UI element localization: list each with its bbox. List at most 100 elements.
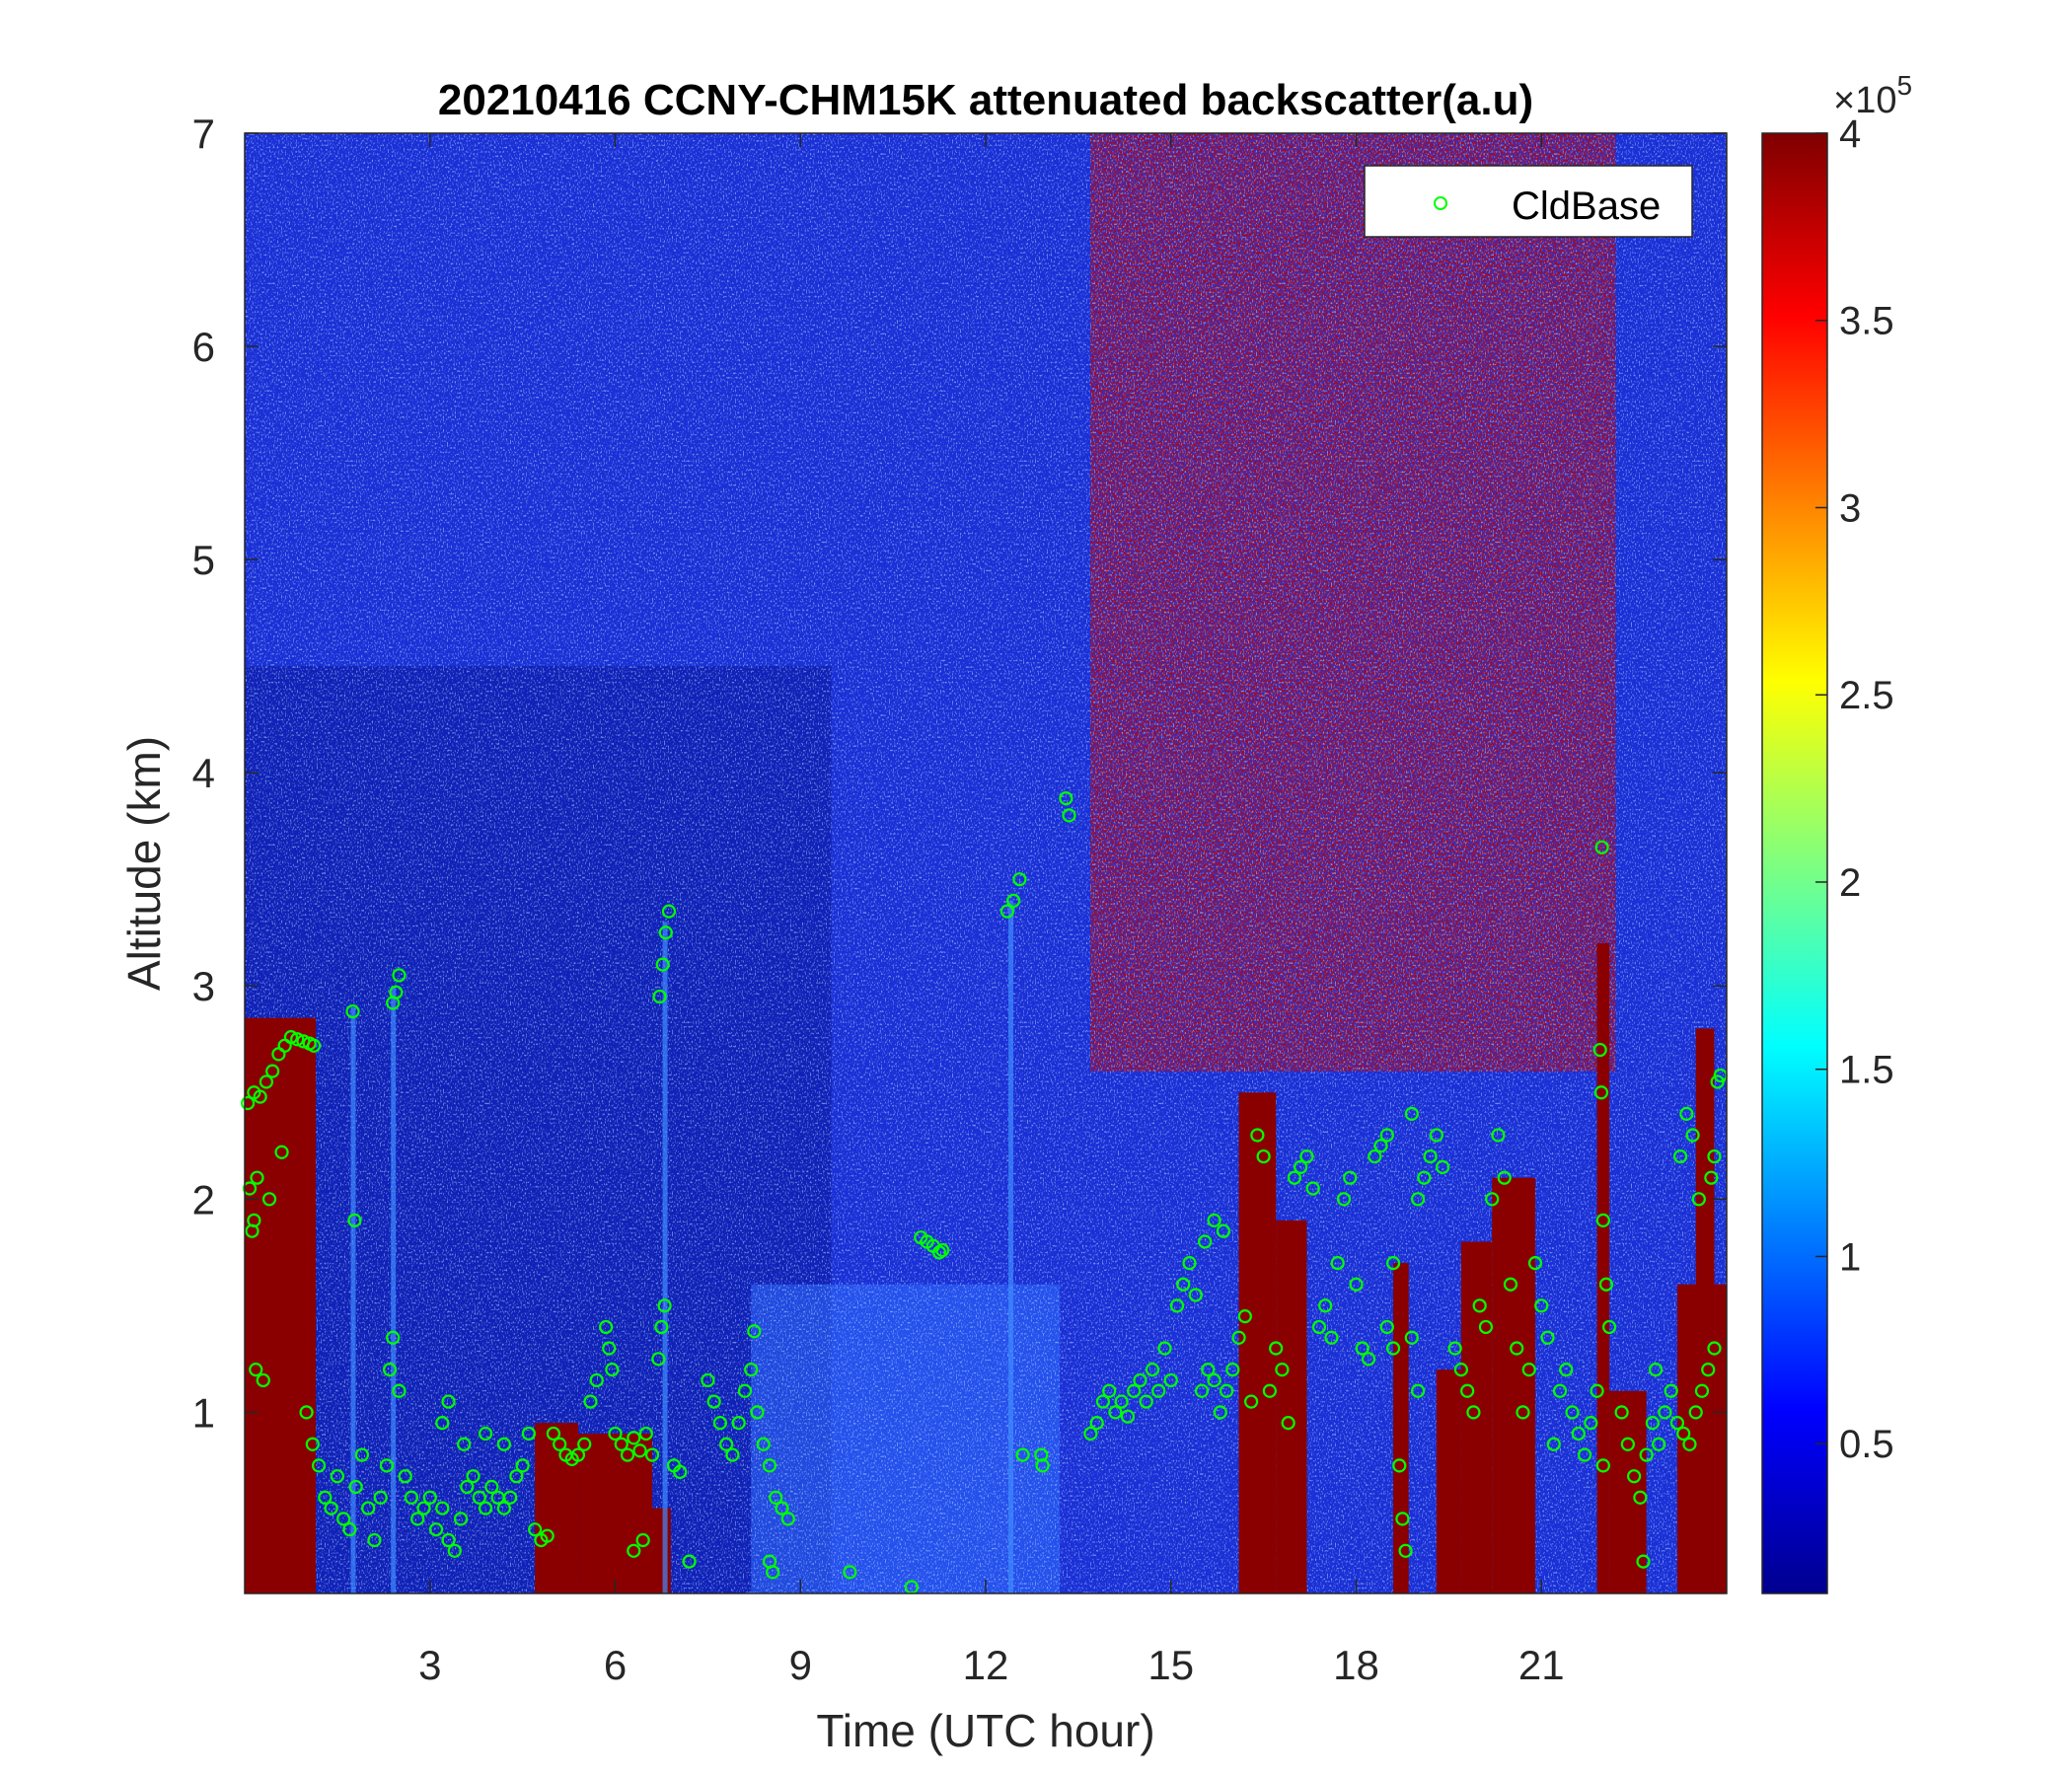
colorbar-ticks: 0.5 1 1.5 2 2.5 3 3.5 4 <box>1815 112 1894 1466</box>
x-tick-label: 12 <box>963 1642 1009 1688</box>
cldbase-point <box>261 1192 277 1207</box>
cldbase-point <box>1404 1106 1419 1121</box>
cldbase-point <box>1281 1416 1295 1431</box>
cldbase-point <box>1163 1372 1178 1388</box>
cldbase-point <box>1182 1256 1197 1271</box>
colorbar-tick-label: 4 <box>1839 112 1861 156</box>
cldbase-point <box>1379 1319 1394 1335</box>
cldbase-point <box>1269 1341 1284 1356</box>
cldbase-point <box>1590 1383 1604 1398</box>
cldbase-point <box>1169 1298 1185 1313</box>
cldbase-point <box>478 1501 493 1516</box>
cldbase-point <box>422 1490 437 1505</box>
cldbase-point <box>496 1501 511 1516</box>
colorbar-tick-label: 0.5 <box>1839 1423 1894 1466</box>
cldbase-point <box>1601 1319 1617 1335</box>
cldbase-point <box>614 1437 629 1451</box>
cldbase-point <box>762 1458 777 1473</box>
heatmap-saturated-block <box>1436 1369 1461 1593</box>
cldbase-point <box>1083 1426 1098 1442</box>
cldbase-point <box>1336 1192 1352 1207</box>
y-tick-label: 3 <box>192 963 215 1009</box>
cldbase-point <box>1151 1383 1166 1398</box>
cldbase-point <box>1453 1363 1468 1377</box>
cldbase-point <box>935 1243 950 1258</box>
cldbase-point <box>1114 1394 1129 1409</box>
legend-marker-icon <box>1434 196 1447 210</box>
cldbase-point <box>1385 1341 1401 1356</box>
colorbar-tick-label: 2.5 <box>1839 674 1894 717</box>
cldbase-point <box>599 1319 614 1335</box>
y-tick-label: 5 <box>192 537 215 583</box>
cldbase-point <box>1648 1363 1664 1377</box>
cldbase-point <box>460 1479 475 1495</box>
cldbase-point <box>627 1431 641 1445</box>
cldbase-point <box>503 1490 518 1505</box>
cldbase-point <box>1436 1159 1450 1174</box>
x-axis-label: Time (UTC hour) <box>816 1705 1154 1756</box>
cldbase-point <box>324 1501 338 1516</box>
heatmap-saturated-block <box>1276 1220 1307 1593</box>
cldbase-point <box>386 1330 401 1345</box>
cldbase-point <box>750 1405 765 1420</box>
colorbar-exponent: ×105 <box>1833 70 1912 121</box>
cldbase-point <box>719 1437 734 1451</box>
cldbase-point <box>404 1490 419 1505</box>
cldbase-point <box>265 1064 280 1078</box>
cldbase-point <box>1664 1383 1678 1398</box>
cldbase-point <box>1089 1416 1104 1431</box>
cldbase-point <box>1188 1288 1203 1302</box>
cldbase-point <box>528 1522 543 1537</box>
cldbase-point <box>712 1416 727 1431</box>
cldbase-point <box>747 1324 762 1339</box>
cldbase-point <box>1343 1170 1358 1185</box>
cldbase-point <box>608 1426 623 1442</box>
cldbase-point <box>249 1363 263 1377</box>
colorbar-tick-label: 3.5 <box>1839 300 1894 343</box>
cldbase-point <box>570 1447 586 1462</box>
cldbase-point <box>1672 1148 1688 1164</box>
cldbase-point <box>1330 1256 1345 1271</box>
cldbase-point <box>472 1490 486 1505</box>
cldbase-point <box>478 1426 493 1442</box>
cldbase-point <box>1460 1383 1475 1398</box>
cldbase-point <box>1491 1128 1506 1143</box>
cldbase-point <box>1237 1309 1252 1324</box>
cldbase-point <box>398 1469 412 1484</box>
heatmap-saturated-block <box>1596 943 1610 1593</box>
cldbase-point <box>1682 1437 1697 1451</box>
cldbase-point <box>540 1528 555 1543</box>
x-tick-label: 9 <box>789 1642 812 1688</box>
x-tick-label: 6 <box>604 1642 627 1688</box>
cldbase-point <box>737 1383 753 1398</box>
cldbase-point <box>589 1372 604 1388</box>
cldbase-point <box>1595 1213 1610 1227</box>
cldbase-point <box>1006 893 1021 908</box>
cldbase-point <box>457 1437 472 1451</box>
cldbase-point <box>605 1363 620 1377</box>
y-tick-label: 7 <box>192 111 215 157</box>
cldbase-point <box>1598 1277 1614 1292</box>
cldbase-point <box>1614 1405 1629 1420</box>
cldbase-point <box>1595 1458 1610 1473</box>
x-tick-label: 15 <box>1147 1642 1194 1688</box>
cldbase-point <box>1410 1383 1426 1398</box>
cldbase-point <box>1676 1426 1691 1442</box>
x-tick-label: 3 <box>418 1642 441 1688</box>
heatmap-saturated-block <box>1393 1263 1409 1593</box>
cldbase-point <box>290 1032 305 1047</box>
cldbase-point <box>1620 1437 1635 1451</box>
cldbase-point <box>1219 1383 1234 1398</box>
cldbase-point <box>389 985 404 999</box>
cldbase-point <box>416 1501 431 1516</box>
cldbase-point <box>1294 1159 1308 1174</box>
cldbase-point <box>441 1532 456 1548</box>
cldbase-point <box>496 1437 511 1451</box>
legend-label: CldBase <box>1512 185 1661 228</box>
cldbase-point <box>435 1416 450 1431</box>
cldbase-point <box>1685 1128 1700 1143</box>
cldbase-point <box>583 1394 598 1409</box>
cldbase-point <box>428 1522 444 1537</box>
y-tick-label: 6 <box>192 324 215 370</box>
